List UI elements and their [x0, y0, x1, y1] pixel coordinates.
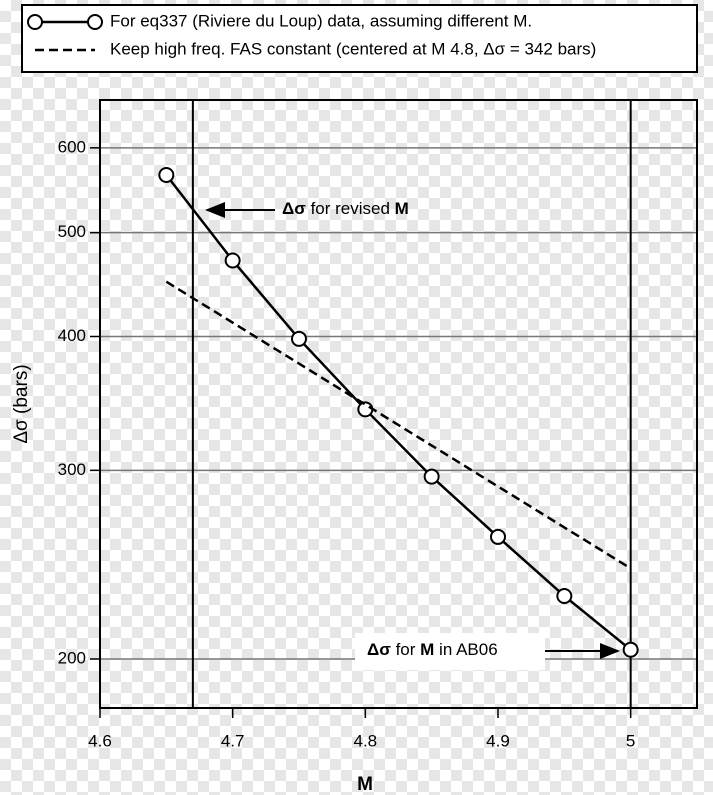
legend-box	[21, 4, 698, 73]
data-point	[556, 587, 573, 604]
annotation-part: for revised	[306, 199, 395, 218]
series-line	[165, 280, 632, 570]
y-tick-label: 500	[58, 222, 86, 241]
series-line	[165, 174, 632, 651]
legend-marker	[27, 14, 43, 30]
legend-label: Keep high freq. FAS constant (centered a…	[110, 39, 596, 58]
x-tick-label: 4.9	[486, 731, 510, 750]
annotation-part: Δσ	[367, 640, 391, 659]
annotation-part: M	[420, 640, 434, 659]
legend-marker	[87, 14, 103, 30]
data-point	[423, 468, 440, 485]
legend-label: For eq337 (Riviere du Loup) data, assumi…	[110, 11, 532, 30]
annotation-part: M	[395, 199, 409, 218]
annotation: Δσ for M in AB06	[367, 640, 498, 659]
annotation-box	[355, 633, 545, 670]
plot-frame	[99, 99, 698, 709]
data-point	[158, 166, 175, 183]
x-tick-label: 4.7	[221, 731, 245, 750]
y-tick-label: 400	[58, 326, 86, 345]
annotation: Δσ for revised M	[282, 199, 409, 218]
annotation-part: Δσ	[282, 199, 306, 218]
x-axis-label: M	[357, 774, 373, 795]
y-axis-label: Δσ (bars)	[11, 364, 32, 443]
y-tick-label: 200	[58, 648, 86, 667]
data-point	[224, 252, 241, 269]
annotation-part: in AB06	[434, 640, 497, 659]
data-point	[622, 641, 639, 658]
y-tick-label: 300	[58, 460, 86, 479]
y-tick-label: 600	[58, 137, 86, 156]
data-point	[291, 330, 307, 347]
x-tick-label: 4.8	[354, 731, 378, 750]
annotation-part: for	[391, 640, 420, 659]
data-point	[490, 528, 506, 545]
x-tick-label: 4.6	[88, 731, 112, 750]
x-tick-label: 5	[626, 731, 635, 750]
data-point	[357, 401, 374, 418]
